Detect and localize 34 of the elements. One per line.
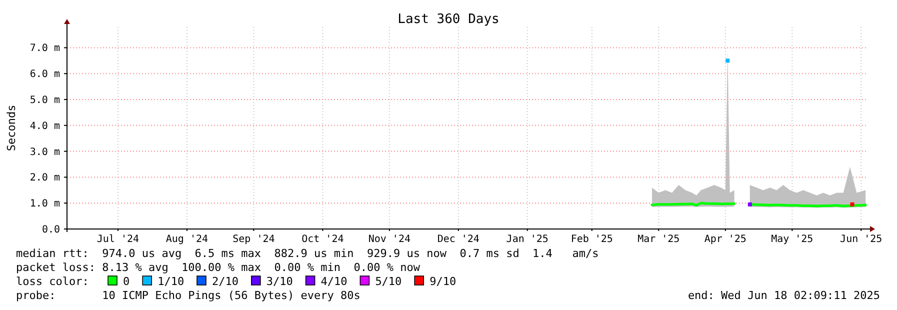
- y-tick-label: 2.0 m: [30, 172, 60, 184]
- legend-title: loss color:: [16, 275, 89, 288]
- y-tick-label: 6.0 m: [30, 69, 60, 80]
- legend-label: 5/10: [375, 275, 402, 288]
- x-tick-label: Jan '25: [506, 234, 548, 245]
- x-tick-label: Jul '24: [96, 234, 140, 245]
- y-tick-label: 7.0 m: [30, 43, 60, 54]
- y-tick-label: 1.0 m: [30, 198, 60, 210]
- text: probe: 10 ICMP Echo Pings (56 Bytes) every 80s: [16, 289, 360, 302]
- x-tick-label: Nov '24: [368, 234, 411, 245]
- x-tick-label: Apr '25: [704, 234, 746, 245]
- x-tick-label: Sep '24: [232, 234, 275, 245]
- y-tick-label: 3.0 m: [30, 146, 60, 158]
- x-tick-label: Feb '25: [570, 234, 613, 245]
- x-tick-label: May '25: [771, 234, 814, 245]
- x-tick-label: Jun '25: [840, 234, 882, 245]
- legend-label: 2/10: [212, 275, 238, 288]
- legend-label: 9/10: [430, 275, 456, 288]
- y-tick-label: 4.0 m: [30, 120, 60, 132]
- x-tick-label: Oct '24: [302, 234, 344, 245]
- y-tick-label: 5.0 m: [30, 95, 60, 106]
- legend-label: 0: [123, 275, 130, 288]
- y-axis-title: Seconds: [5, 104, 18, 152]
- legend-label: 3/10: [266, 275, 293, 288]
- y-tick-label: 0.0: [42, 224, 60, 236]
- x-tick-label: Aug '24: [166, 234, 208, 245]
- text: packet loss: 8.13 % avg 100.00 % max 0.00 % min 0.00 % now: [16, 261, 420, 274]
- x-tick-label: Mar '25: [638, 234, 680, 245]
- chart-title: Last 360 Days: [398, 12, 500, 27]
- x-tick-label: Dec '24: [437, 234, 480, 245]
- text: end: Wed Jun 18 02:09:11 2025: [688, 289, 880, 302]
- text: median rtt: 974.0 us avg 6.5 ms max 882.9 us min 929.9 us now 0.7 ms sd 1.4 am/s: [16, 247, 599, 260]
- legend-label: 1/10: [158, 275, 184, 288]
- legend-label: 4/10: [320, 275, 348, 288]
